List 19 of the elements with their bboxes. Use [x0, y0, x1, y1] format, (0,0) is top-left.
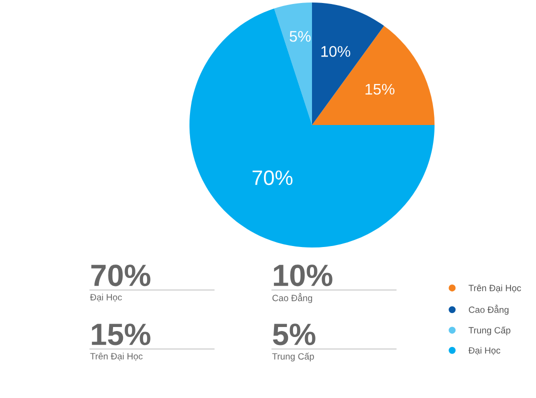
legend-label: Đại Học: [468, 346, 500, 355]
data-label: 15%: [366, 84, 394, 95]
text: Trên Đại Học: [90, 352, 143, 361]
text: 5%: [272, 324, 316, 346]
legend-label: Trên Đại Học: [468, 284, 522, 293]
pie-slice: [312, 26, 435, 125]
text: 15%: [92, 324, 150, 346]
legend-label: Cao Đẳng: [468, 304, 508, 315]
text: 70%: [91, 264, 150, 286]
data-label: 10%: [321, 46, 350, 57]
data-label: 70%: [252, 170, 292, 186]
data-label: 5%: [290, 31, 311, 42]
legend-label: Trung Cấp: [468, 326, 510, 336]
text: Đại Học: [90, 294, 122, 302]
pie-slice: [274, 2, 312, 125]
text: 10%: [274, 264, 332, 286]
pie-slice: [189, 8, 435, 248]
text: Trung Cấp: [272, 352, 314, 362]
text: Cao Đẳng: [272, 293, 312, 303]
